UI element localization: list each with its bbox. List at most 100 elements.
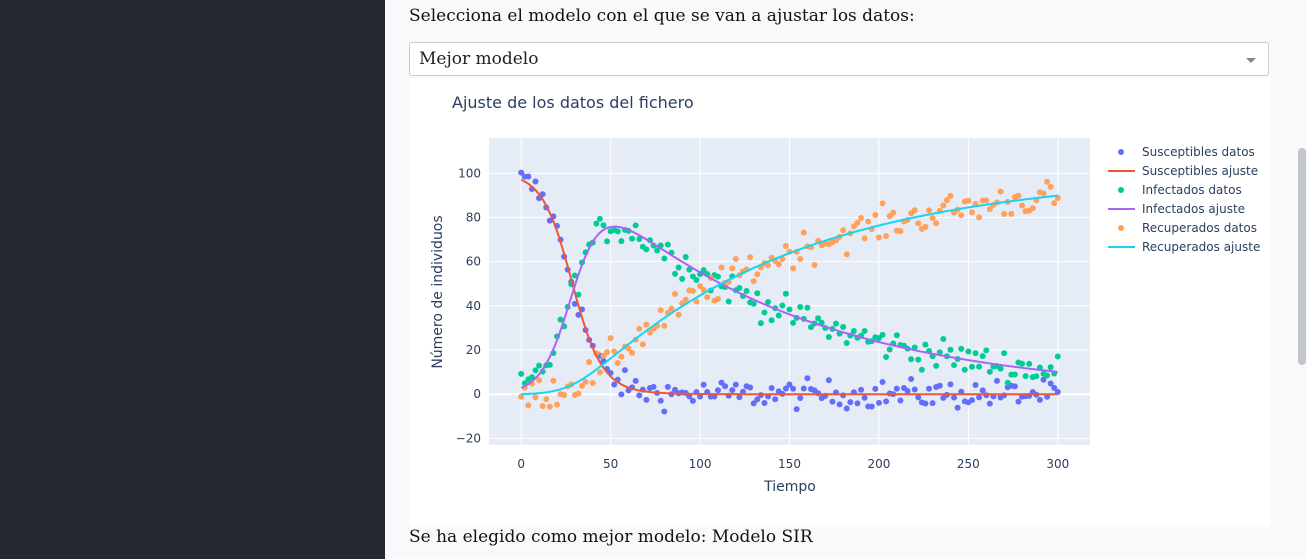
data-point bbox=[861, 394, 868, 401]
data-point bbox=[553, 401, 560, 408]
y-tick-label: 20 bbox=[466, 343, 481, 357]
data-point bbox=[922, 341, 929, 348]
model-select[interactable]: Mejor modelo bbox=[409, 42, 1269, 76]
data-point bbox=[986, 206, 993, 213]
data-point bbox=[868, 403, 875, 410]
data-point bbox=[686, 266, 693, 273]
data-point bbox=[604, 238, 611, 245]
data-point bbox=[968, 209, 975, 216]
data-point bbox=[1047, 380, 1054, 387]
data-point bbox=[850, 328, 857, 335]
data-point bbox=[1015, 192, 1022, 199]
data-point bbox=[697, 283, 704, 290]
data-point bbox=[700, 381, 707, 388]
y-tick-label: 100 bbox=[458, 166, 481, 180]
y-tick-label: 60 bbox=[466, 255, 481, 269]
data-point bbox=[714, 273, 721, 280]
data-point bbox=[983, 197, 990, 204]
data-point bbox=[797, 255, 804, 262]
data-point bbox=[782, 290, 789, 297]
main-content: Selecciona el modelo con el que se van a… bbox=[385, 0, 1307, 559]
data-point bbox=[1008, 210, 1015, 217]
data-point bbox=[714, 387, 721, 394]
data-point bbox=[571, 300, 578, 307]
data-point bbox=[775, 261, 782, 268]
data-point bbox=[929, 215, 936, 222]
data-point bbox=[518, 169, 525, 176]
data-point bbox=[825, 377, 832, 384]
data-point bbox=[976, 394, 983, 401]
data-point bbox=[693, 298, 700, 305]
data-point bbox=[811, 261, 818, 268]
data-point bbox=[772, 396, 779, 403]
data-point bbox=[793, 406, 800, 413]
legend-label: Recuperados datos bbox=[1142, 221, 1257, 235]
data-point bbox=[754, 290, 761, 297]
data-point bbox=[736, 284, 743, 291]
data-point bbox=[883, 353, 890, 360]
scrollbar[interactable] bbox=[1298, 148, 1306, 365]
data-point bbox=[1019, 202, 1026, 209]
legend-item[interactable]: Susceptibles datos bbox=[1118, 145, 1255, 159]
data-point bbox=[668, 305, 675, 312]
data-point bbox=[897, 397, 904, 404]
legend-item[interactable]: Infectados ajuste bbox=[1108, 202, 1245, 216]
data-point bbox=[575, 291, 582, 298]
data-point bbox=[654, 247, 661, 254]
data-point bbox=[983, 392, 990, 399]
data-point bbox=[1004, 379, 1011, 386]
data-point bbox=[661, 408, 668, 415]
data-point bbox=[979, 387, 986, 394]
data-point bbox=[933, 220, 940, 227]
data-point bbox=[750, 278, 757, 285]
data-point bbox=[582, 378, 589, 385]
data-point bbox=[865, 218, 872, 225]
legend-item[interactable]: Susceptibles ajuste bbox=[1108, 164, 1258, 178]
data-point bbox=[1054, 353, 1061, 360]
data-point bbox=[718, 379, 725, 386]
data-point bbox=[682, 253, 689, 260]
legend-item[interactable]: Infectados datos bbox=[1118, 183, 1242, 197]
x-tick-label: 300 bbox=[1046, 457, 1069, 471]
data-point bbox=[700, 267, 707, 274]
data-point bbox=[883, 398, 890, 405]
chevron-down-icon[interactable] bbox=[1246, 58, 1256, 63]
data-point bbox=[943, 197, 950, 204]
sidebar bbox=[0, 0, 385, 559]
chart-svg: Ajuste de los datos del fichero 0 50 100 15… bbox=[430, 93, 1260, 495]
data-point bbox=[875, 234, 882, 241]
data-point bbox=[936, 382, 943, 389]
data-point bbox=[979, 353, 986, 360]
x-tick-label: 50 bbox=[603, 457, 618, 471]
series-R-fit-line bbox=[521, 194, 1058, 396]
data-point bbox=[815, 315, 822, 322]
series-I-fit-line bbox=[520, 225, 1058, 389]
data-point bbox=[775, 312, 782, 319]
legend-item[interactable]: Recuperados ajuste bbox=[1108, 240, 1260, 254]
data-point bbox=[636, 236, 643, 243]
legend-item[interactable]: Recuperados datos bbox=[1118, 221, 1257, 235]
data-point bbox=[729, 387, 736, 394]
data-point bbox=[926, 207, 933, 214]
data-point bbox=[618, 238, 625, 245]
data-point bbox=[611, 381, 618, 388]
data-point bbox=[782, 243, 789, 250]
data-point bbox=[968, 363, 975, 370]
data-point bbox=[589, 379, 596, 386]
data-point bbox=[940, 202, 947, 209]
data-point bbox=[532, 178, 539, 185]
data-point bbox=[904, 387, 911, 394]
data-point bbox=[1011, 371, 1018, 378]
legend-label: Susceptibles ajuste bbox=[1142, 164, 1258, 178]
data-point bbox=[672, 270, 679, 277]
data-point bbox=[965, 197, 972, 204]
legend-label: Infectados ajuste bbox=[1142, 202, 1245, 216]
data-point bbox=[571, 272, 578, 279]
chart-title: Ajuste de los datos del fichero bbox=[452, 93, 694, 112]
data-point bbox=[689, 287, 696, 294]
legend-label: Susceptibles datos bbox=[1142, 145, 1255, 159]
data-point bbox=[518, 393, 525, 400]
data-point bbox=[525, 173, 532, 180]
data-point bbox=[621, 367, 628, 374]
data-point bbox=[1051, 200, 1058, 207]
